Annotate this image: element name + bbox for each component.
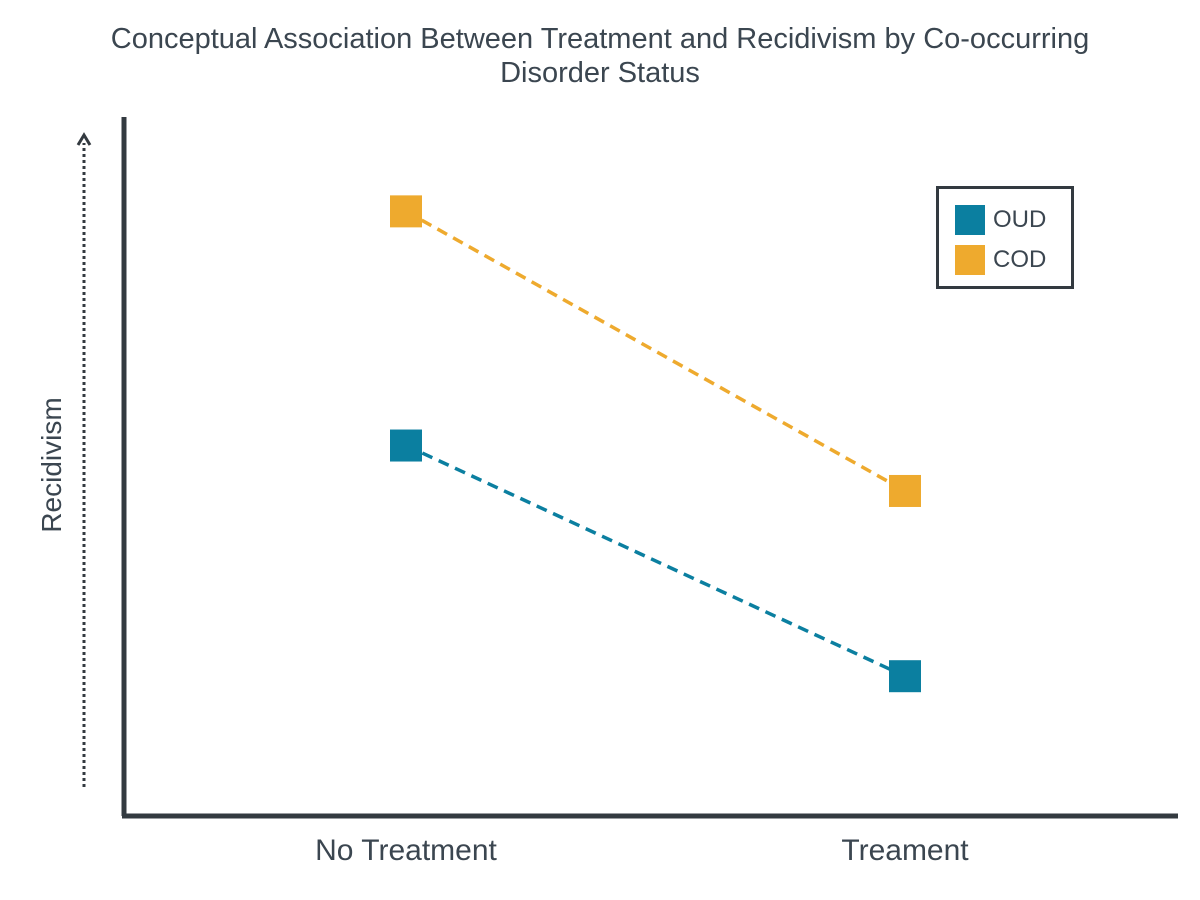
point-oud-treament [889, 660, 921, 693]
x-tick-label-treament: Treament [841, 834, 969, 867]
x-tick-label-no-treatment: No Treatment [315, 834, 497, 867]
legend: OUD COD [936, 186, 1074, 289]
axes [76, 117, 1178, 819]
legend-label-cod: COD [993, 246, 1047, 273]
legend-item-cod: COD [955, 245, 1046, 275]
series-layer [390, 195, 921, 693]
point-oud-no-treatment [390, 429, 422, 462]
point-cod-treament [889, 474, 921, 507]
legend-label-oud: OUD [993, 206, 1047, 233]
legend-item-oud: OUD [955, 205, 1046, 235]
y-axis-label: Recidivism [36, 397, 67, 533]
point-cod-no-treatment [390, 195, 422, 228]
recidivism-arrow-head [76, 132, 92, 146]
legend-swatch-oud [955, 205, 985, 235]
series-line-cod [405, 209, 906, 493]
legend-swatch-cod [955, 245, 985, 275]
chart-title: Conceptual Association Between Treatment… [110, 23, 1090, 89]
series-line-oud [405, 443, 906, 678]
